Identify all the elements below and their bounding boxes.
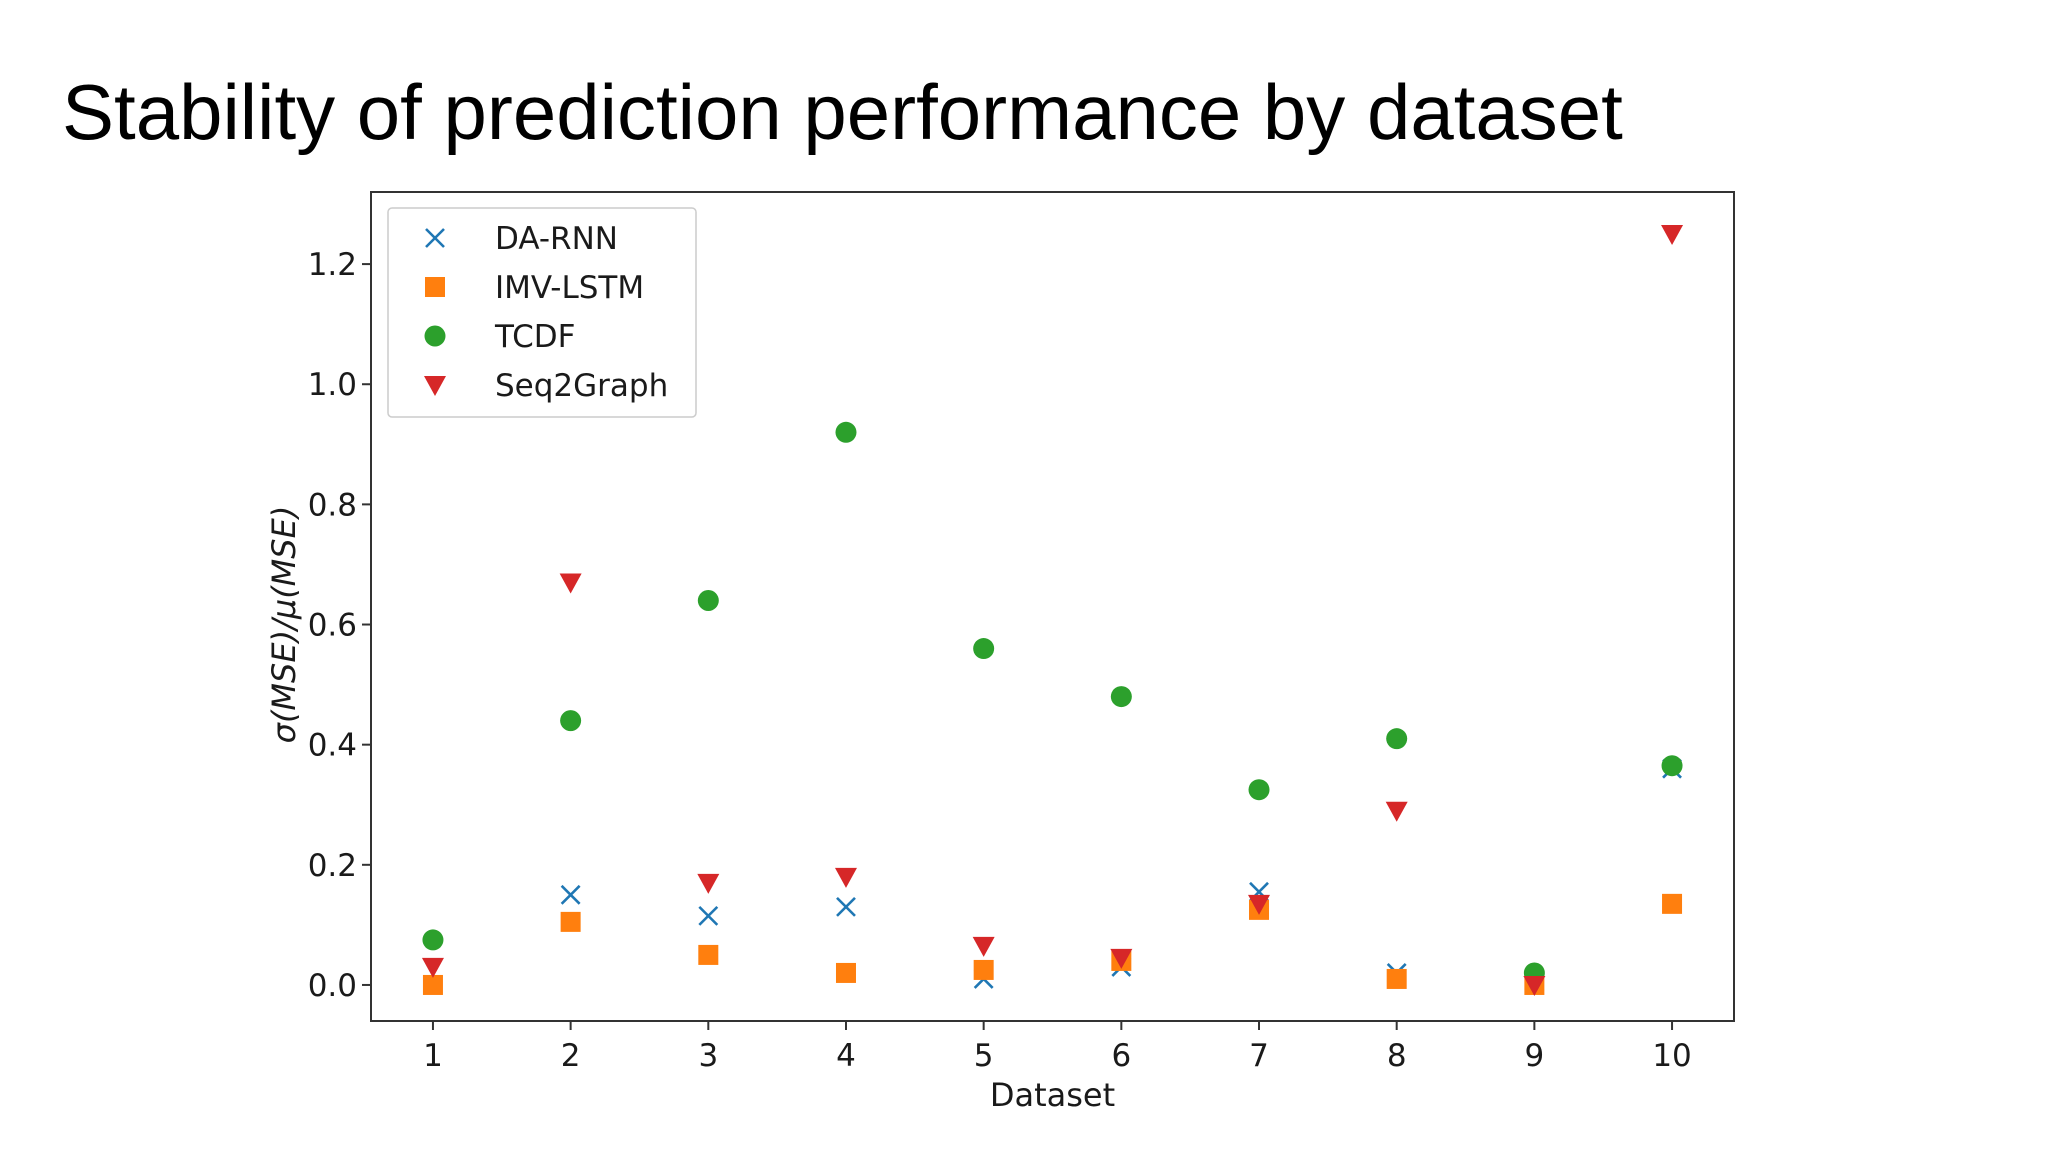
data-point xyxy=(1523,975,1546,996)
x-axis-label: Dataset xyxy=(990,1076,1115,1114)
x-tick-label: 4 xyxy=(836,1038,856,1074)
data-point xyxy=(1248,779,1270,801)
data-point xyxy=(698,944,719,965)
x-marker-stroke xyxy=(698,905,719,926)
data-point xyxy=(834,867,857,888)
data-point xyxy=(1386,728,1408,750)
x-tick-label: 2 xyxy=(561,1038,581,1074)
data-point xyxy=(422,974,443,995)
data-point xyxy=(835,962,856,983)
data-point xyxy=(1385,801,1408,822)
x-marker-stroke xyxy=(836,896,856,917)
legend-marker xyxy=(425,277,445,297)
data-point xyxy=(1110,686,1132,708)
series-seq2graph xyxy=(421,225,1684,996)
legend-label: Seq2Graph xyxy=(495,368,668,404)
legend-label: IMV-LSTM xyxy=(495,270,644,306)
x-tick-label: 3 xyxy=(698,1038,718,1074)
legend-marker xyxy=(424,325,446,347)
data-point xyxy=(972,936,995,957)
x-tick-label: 7 xyxy=(1249,1038,1269,1074)
legend-label: TCDF xyxy=(494,319,575,355)
data-point xyxy=(560,911,581,932)
data-point xyxy=(1386,968,1407,989)
data-markers xyxy=(421,225,1684,996)
data-point xyxy=(422,929,444,951)
series-imv-lstm xyxy=(422,893,1683,995)
x-tick-label: 6 xyxy=(1111,1038,1131,1074)
data-point xyxy=(559,573,582,594)
data-point xyxy=(973,638,995,660)
data-point xyxy=(836,896,856,917)
series-tcdf xyxy=(422,421,1683,984)
y-tick-label: 0.0 xyxy=(308,968,357,1004)
data-point xyxy=(1110,948,1133,969)
legend-box xyxy=(387,207,697,418)
legend: DA-RNN IMV-LSTM TCDF Seq2Graph xyxy=(387,207,697,418)
y-axis-ticks: 0.0 0.2 0.4 0.6 0.8 1.0 1.2 xyxy=(308,247,371,1004)
data-point xyxy=(1661,225,1684,246)
data-point xyxy=(1662,893,1683,914)
data-point xyxy=(835,421,857,443)
data-point xyxy=(697,589,719,611)
data-point xyxy=(973,959,994,980)
legend-label: DA-RNN xyxy=(495,221,618,257)
x-tick-label: 8 xyxy=(1387,1038,1407,1074)
x-marker-stroke xyxy=(560,884,581,905)
data-point xyxy=(1248,894,1271,915)
y-tick-label: 0.8 xyxy=(308,487,357,523)
x-axis-ticks: 1 2 3 4 5 6 7 8 9 10 xyxy=(423,1021,1692,1074)
y-tick-label: 0.2 xyxy=(308,848,357,884)
data-point xyxy=(698,905,719,926)
x-tick-label: 1 xyxy=(423,1038,443,1074)
x-tick-label: 9 xyxy=(1525,1038,1545,1074)
y-tick-label: 0.6 xyxy=(308,608,357,644)
y-axis-label: σ(MSE)/μ(MSE) xyxy=(265,506,303,744)
data-point xyxy=(560,884,581,905)
data-point xyxy=(1661,755,1683,777)
slide-title: Stability of prediction performance by d… xyxy=(62,68,1623,156)
data-point xyxy=(697,873,720,894)
y-tick-label: 1.2 xyxy=(308,247,357,283)
x-tick-label: 5 xyxy=(974,1038,994,1074)
x-tick-label: 10 xyxy=(1652,1038,1691,1074)
x-marker-stroke xyxy=(425,228,445,248)
data-point xyxy=(421,957,444,978)
y-tick-label: 0.4 xyxy=(308,728,357,764)
legend-marker xyxy=(425,228,445,248)
data-point xyxy=(560,710,582,732)
y-tick-label: 1.0 xyxy=(308,367,357,403)
legend-marker xyxy=(424,376,446,396)
